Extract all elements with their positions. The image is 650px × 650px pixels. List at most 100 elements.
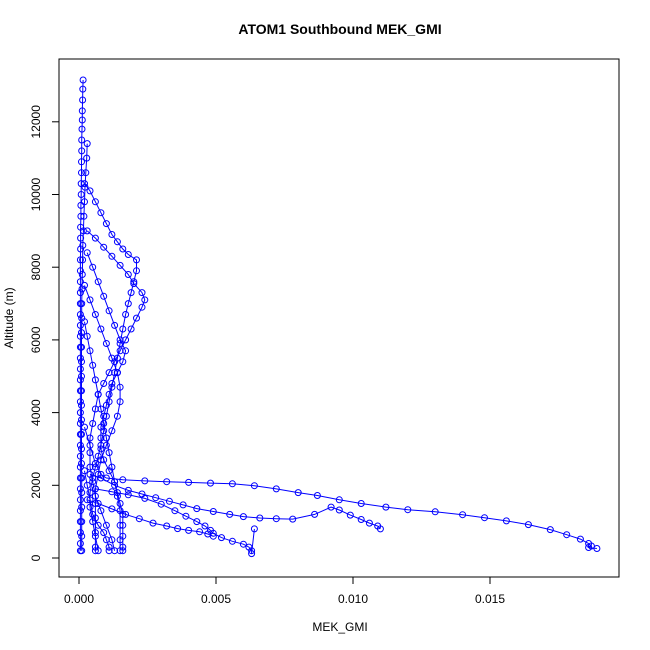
data-point (97, 325, 105, 333)
data-point (431, 508, 439, 516)
data-point (91, 234, 99, 242)
series-line (87, 499, 214, 537)
data-point (124, 300, 132, 308)
data-point (141, 477, 149, 485)
data-point (141, 494, 149, 502)
data-point (83, 227, 91, 235)
data-point (218, 534, 225, 542)
data-point (124, 271, 132, 278)
data-point (86, 496, 94, 504)
data-point (100, 380, 108, 387)
data-point (76, 376, 84, 384)
data-point (122, 311, 130, 318)
data-point (78, 136, 86, 144)
data-point (97, 507, 105, 515)
data-point (226, 510, 234, 518)
data-point (124, 491, 132, 499)
data-point (111, 321, 119, 329)
data-point (105, 547, 113, 555)
data-point (102, 401, 110, 409)
data-point (130, 278, 138, 286)
data-point (76, 409, 84, 417)
data-point (76, 463, 84, 471)
data-point (113, 369, 121, 377)
data-point (138, 303, 146, 311)
data-point (335, 506, 343, 514)
data-point (91, 460, 99, 467)
data-point (89, 361, 97, 369)
data-point (89, 510, 97, 518)
data-point (138, 289, 146, 297)
data-point (91, 529, 99, 537)
data-point (248, 550, 256, 558)
data-point (116, 547, 124, 555)
data-point (79, 76, 87, 84)
data-point (79, 256, 87, 264)
data-point (76, 354, 84, 362)
data-point (102, 521, 110, 529)
data-point (122, 510, 130, 518)
data-point (78, 401, 85, 409)
data-point (77, 191, 85, 198)
series-11 (81, 467, 113, 555)
data-point (82, 169, 90, 177)
data-point (81, 318, 88, 326)
x-axis-label: MEK_GMI (312, 620, 367, 634)
data-point (91, 376, 99, 384)
data-point (86, 503, 94, 511)
data-point (100, 412, 108, 420)
data-point (76, 311, 84, 318)
data-point (100, 243, 108, 251)
data-point (76, 398, 84, 406)
data-point (119, 476, 127, 484)
data-point (78, 125, 86, 133)
data-point (182, 512, 190, 520)
data-point (78, 532, 86, 540)
data-point (207, 479, 214, 487)
data-point (563, 531, 571, 539)
data-point (76, 507, 84, 515)
data-point (76, 529, 84, 537)
data-point (97, 456, 105, 464)
data-point (91, 543, 99, 551)
data-point (108, 252, 116, 260)
data-point (179, 501, 187, 509)
data-point (157, 500, 165, 508)
series-line (84, 426, 597, 549)
data-point (76, 496, 84, 504)
data-point (133, 314, 140, 322)
data-point (91, 311, 99, 318)
data-point (86, 463, 94, 471)
data-point (76, 256, 84, 264)
data-point (576, 535, 584, 543)
x-tick-label: 0.005 (201, 592, 231, 606)
data-point (81, 467, 88, 475)
data-point (313, 492, 321, 499)
data-point (171, 507, 179, 515)
data-point (76, 540, 84, 547)
data-point (108, 463, 116, 471)
data-point (105, 543, 113, 551)
data-point (119, 245, 127, 253)
data-point (76, 267, 84, 275)
data-point (108, 488, 116, 496)
data-point (327, 503, 335, 511)
data-point (108, 231, 116, 238)
y-tick-label: 6000 (29, 326, 43, 353)
data-point (228, 480, 236, 488)
data-point (81, 423, 88, 431)
data-point (94, 521, 102, 529)
data-point (78, 416, 85, 424)
series-8 (86, 470, 384, 533)
data-point (86, 434, 94, 442)
data-point (122, 347, 130, 355)
data-point (78, 271, 86, 278)
data-point (209, 508, 217, 515)
data-point (94, 278, 102, 286)
data-point (102, 434, 110, 442)
series-line (84, 183, 137, 551)
data-point (311, 510, 319, 518)
data-point (116, 336, 124, 344)
data-point (86, 296, 94, 304)
data-point (78, 460, 85, 467)
